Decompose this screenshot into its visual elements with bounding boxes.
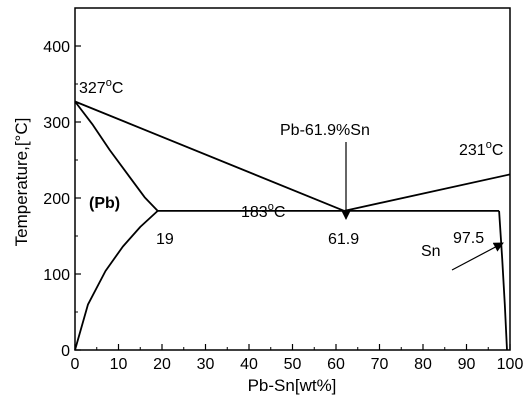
sn-solubility-limit-label: 97.5 [453, 230, 484, 247]
x-tick-label: 40 [240, 356, 258, 373]
pb-solubility-limit-label: 19 [156, 231, 174, 248]
pb-melting-point-label: 327oC [79, 77, 123, 97]
eutectic-composition-value-label: 61.9 [328, 231, 359, 248]
phase-boundaries [74, 100, 511, 351]
pb-phase-label: (Pb) [89, 195, 120, 212]
eutectic-temperature-label: 183oC [241, 201, 285, 221]
x-tick-label: 70 [371, 356, 389, 373]
y-tick-label: 100 [43, 267, 70, 284]
x-tick-label: 100 [497, 356, 523, 373]
x-tick-label: 30 [197, 356, 215, 373]
y-tick-label: 300 [43, 115, 70, 132]
x-tick-label: 50 [284, 356, 302, 373]
x-tick-label: 60 [327, 356, 345, 373]
x-tick-label: 20 [153, 356, 171, 373]
y-tick-label: 200 [43, 191, 70, 208]
x-tick-label: 90 [458, 356, 476, 373]
sn-melting-point-label: 231oC [459, 139, 503, 159]
phase-boundary-line [74, 100, 345, 212]
y-tick-label: 400 [43, 39, 70, 56]
eutectic-composition-label: Pb-61.9%Sn [280, 122, 370, 139]
x-tick-label: 80 [414, 356, 432, 373]
phase-boundary-line [74, 210, 159, 351]
phase-boundary-line [74, 100, 159, 212]
y-axis-ticks: 0 100 200 300 400 [43, 7, 81, 360]
x-axis-title: Pb-Sn[wt%] [248, 376, 337, 395]
sn-phase-label: Sn [421, 243, 441, 260]
x-axis-ticks: 0 10 20 30 40 50 60 70 80 90 100 [71, 344, 523, 373]
phase-boundary-line [344, 173, 511, 212]
phase-boundary-line [498, 210, 508, 351]
sn-arrow [451, 242, 504, 271]
y-axis-title: Temperature,[°C] [12, 118, 31, 247]
plot-frame [74, 7, 511, 351]
x-tick-label: 10 [110, 356, 128, 373]
x-tick-label: 0 [71, 356, 80, 373]
y-tick-label: 0 [61, 343, 70, 360]
